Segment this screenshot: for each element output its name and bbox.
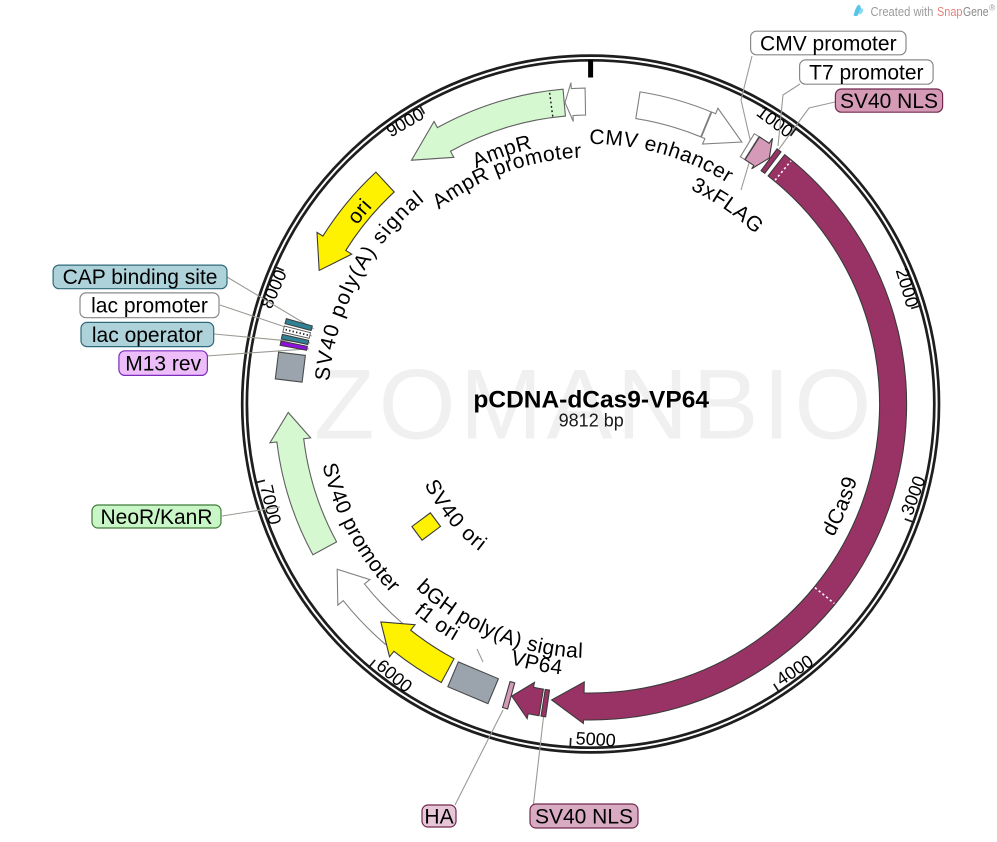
svg-text:CAP binding site: CAP binding site: [63, 266, 218, 289]
svg-text:SV40 NLS: SV40 NLS: [535, 805, 633, 828]
svg-text:®: ®: [989, 3, 996, 13]
svg-text:NeoR/KanR: NeoR/KanR: [100, 506, 212, 529]
svg-text:Gene: Gene: [963, 5, 989, 19]
svg-text:lac operator: lac operator: [92, 324, 203, 347]
svg-text:HA: HA: [424, 805, 453, 828]
svg-text:Snap: Snap: [937, 5, 963, 19]
svg-text:M13 rev: M13 rev: [125, 353, 201, 376]
svg-text:CMV promoter: CMV promoter: [760, 32, 897, 55]
svg-text:ZOMANBIO: ZOMANBIO: [314, 349, 876, 460]
svg-text:T7 promoter: T7 promoter: [809, 61, 923, 84]
svg-text:lac promoter: lac promoter: [91, 295, 208, 318]
svg-text:pCDNA-dCas9-VP64: pCDNA-dCas9-VP64: [473, 387, 709, 414]
svg-text:Created with: Created with: [871, 5, 937, 19]
svg-text:5000: 5000: [575, 728, 616, 750]
svg-text:SV40 NLS: SV40 NLS: [840, 90, 938, 113]
svg-text:9812 bp: 9812 bp: [559, 411, 624, 431]
